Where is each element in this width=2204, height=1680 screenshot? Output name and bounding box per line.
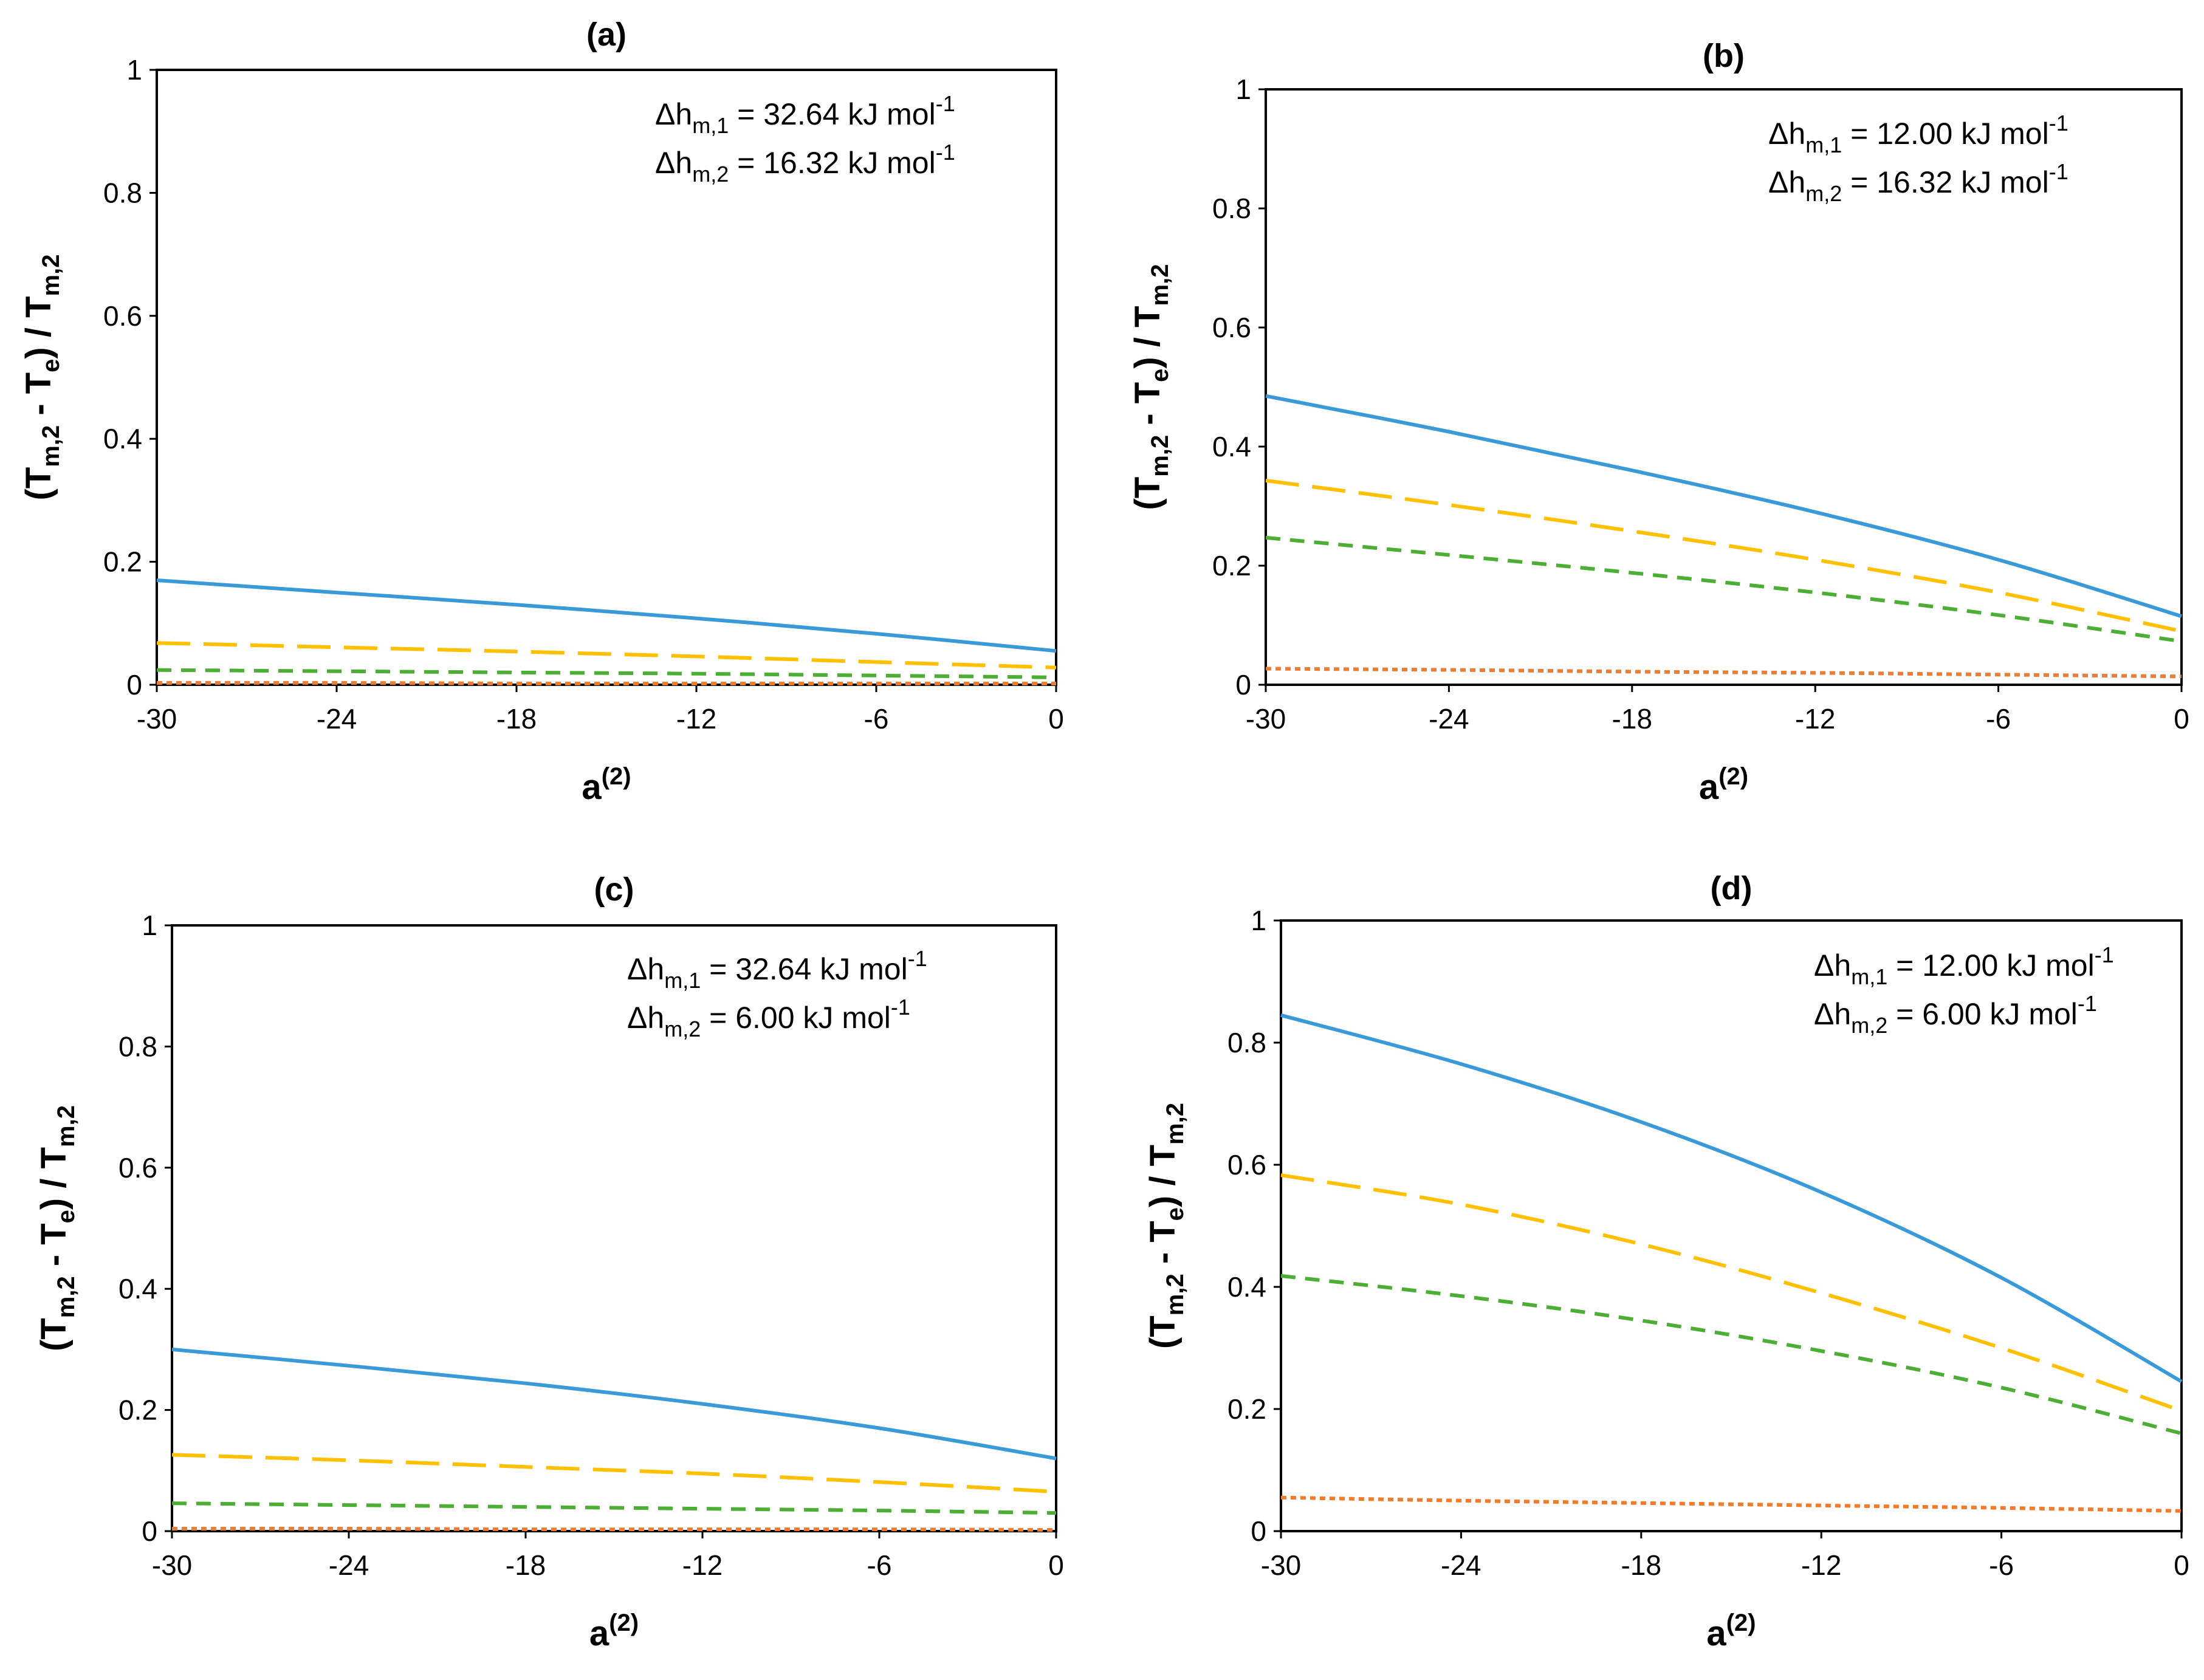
y-tick-label-c: 1 [142, 910, 157, 941]
x-tick-label-d: -24 [1441, 1549, 1481, 1581]
x-tick-label-b: -30 [1246, 703, 1286, 735]
panel-a: (a) 0 0.2 0.4 0.6 0.8 1 -30 -24 -18 -12 -6 0 a(2) (Tm,… [19, 16, 1064, 807]
y-tick-label-b: 0.6 [1212, 312, 1251, 343]
x-tick-label-a: -18 [496, 703, 537, 735]
x-tick-label-c: -24 [329, 1549, 369, 1581]
x-axis-label-c: a(2) [589, 1610, 639, 1653]
series-line-c-1 [171, 1347, 1057, 1461]
x-tick-label-b: -18 [1612, 703, 1652, 735]
y-axis-label-b: (Tm,2 - Te) / Tm,2 [1128, 264, 1173, 510]
annotation-line-b: Δhm,2 = 16.32 kJ mol-1 [1768, 159, 2068, 206]
annotation-line-d: Δhm,1 = 12.00 kJ mol-1 [1814, 942, 2114, 989]
y-tick-label-a: 1 [126, 54, 142, 86]
x-tick-label-a: -12 [676, 703, 716, 735]
x-tick-label-b: -12 [1795, 703, 1835, 735]
plot-area-d [1280, 919, 2183, 1532]
series-line-d-1 [1280, 1013, 2183, 1383]
annotation-line-c: Δhm,2 = 6.00 kJ mol-1 [627, 995, 910, 1041]
y-tick-label-a: 0.4 [103, 423, 142, 454]
y-tick-label-a: 0.2 [103, 546, 142, 578]
y-tick-label-b: 0.4 [1212, 431, 1251, 462]
series-line-c-4 [171, 1526, 1057, 1532]
panel-title-d: (d) [1711, 870, 1753, 907]
x-tick-label-a: -30 [137, 703, 177, 735]
y-tick-label-a: 0.6 [103, 300, 142, 332]
y-tick-label-a: 0.8 [103, 177, 142, 208]
annotation-line-a: Δhm,2 = 16.32 kJ mol-1 [655, 140, 955, 187]
y-tick-label-b: 0.8 [1212, 193, 1251, 224]
x-tick-label-a: 0 [1048, 703, 1064, 735]
y-tick-label-d: 0.4 [1227, 1271, 1266, 1303]
x-tick-label-c: -6 [867, 1549, 892, 1581]
x-axis-label-d: a(2) [1706, 1610, 1756, 1653]
y-tick-label-b: 0.2 [1212, 550, 1251, 581]
y-axis-label-a: (Tm,2 - Te) / Tm,2 [19, 255, 64, 501]
series-line-c-3 [171, 1501, 1057, 1515]
y-tick-label-c: 0.4 [118, 1273, 157, 1305]
series-line-b-3 [1265, 535, 2182, 643]
y-tick-label-c: 0.2 [118, 1394, 157, 1426]
plot-area-c [171, 924, 1057, 1532]
series-line-b-2 [1265, 478, 2182, 633]
x-tick-label-c: -12 [682, 1549, 723, 1581]
y-tick-label-b: 1 [1235, 74, 1251, 105]
panel-d: (d) 0 0.2 0.4 0.6 0.8 1 -30 -24 -18 -12 -6 0 a(2) (Tm,… [1143, 870, 2189, 1653]
annotation-line-b: Δhm,1 = 12.00 kJ mol-1 [1768, 111, 2068, 157]
plot-area-b [1265, 88, 2183, 686]
y-tick-label-c: 0.8 [118, 1030, 157, 1062]
y-axis-label-d: (Tm,2 - Te) / Tm,2 [1143, 1103, 1189, 1349]
series-line-c-2 [171, 1453, 1057, 1494]
y-tick-label-d: 0.8 [1227, 1027, 1266, 1058]
x-tick-label-c: 0 [1048, 1549, 1064, 1581]
y-tick-label-d: 0.2 [1227, 1393, 1266, 1425]
series-line-d-3 [1280, 1274, 2182, 1436]
series-line-b-1 [1265, 394, 2182, 619]
y-tick-label-d: 0.6 [1227, 1149, 1266, 1181]
x-tick-label-d: -6 [1989, 1549, 2014, 1581]
x-tick-label-a: -6 [864, 703, 889, 735]
x-tick-label-c: -18 [506, 1549, 546, 1581]
x-tick-label-b: -6 [1986, 703, 2011, 735]
x-tick-label-b: -24 [1429, 703, 1469, 735]
series-line-a-2 [156, 641, 1057, 670]
panel-title-a: (a) [586, 16, 627, 53]
y-axis-label-c: (Tm,2 - Te) / Tm,2 [34, 1105, 80, 1351]
x-tick-label-c: -30 [152, 1549, 192, 1581]
panel-b: (b) 0 0.2 0.4 0.6 0.8 1 -30 -24 -18 -12 -6 0 a(2) (Tm,… [1128, 38, 2189, 807]
y-tick-label-b: 0 [1235, 669, 1251, 701]
panel-c: (c) 0 0.2 0.4 0.6 0.8 1 -30 -24 -18 -12 -6 0 a(2) (Tm,… [34, 871, 1064, 1653]
series-line-a-4 [156, 681, 1056, 686]
x-tick-label-d: -12 [1801, 1549, 1841, 1581]
x-tick-label-d: 0 [2174, 1549, 2189, 1581]
series-line-a-1 [156, 578, 1057, 653]
panel-title-b: (b) [1703, 38, 1745, 74]
x-tick-label-b: 0 [2174, 703, 2189, 735]
y-tick-label-d: 0 [1251, 1515, 1266, 1547]
series-line-b-4 [1265, 667, 2182, 679]
x-tick-label-d: -30 [1261, 1549, 1301, 1581]
y-tick-label-c: 0.6 [118, 1152, 157, 1184]
y-tick-label-c: 0 [142, 1515, 157, 1547]
x-tick-label-d: -18 [1621, 1549, 1661, 1581]
series-line-a-3 [156, 668, 1057, 679]
annotation-line-c: Δhm,1 = 32.64 kJ mol-1 [627, 946, 927, 993]
annotation-line-a: Δhm,1 = 32.64 kJ mol-1 [655, 91, 955, 138]
annotation-line-d: Δhm,2 = 6.00 kJ mol-1 [1814, 991, 2097, 1038]
series-line-d-2 [1280, 1173, 2182, 1413]
series-line-d-4 [1280, 1495, 2182, 1513]
x-axis-label-b: a(2) [1699, 763, 1748, 807]
x-axis-label-a: a(2) [582, 763, 631, 807]
panel-title-c: (c) [594, 871, 634, 908]
y-tick-label-a: 0 [126, 669, 142, 701]
x-tick-label-a: -24 [317, 703, 357, 735]
y-tick-label-d: 1 [1251, 905, 1266, 936]
